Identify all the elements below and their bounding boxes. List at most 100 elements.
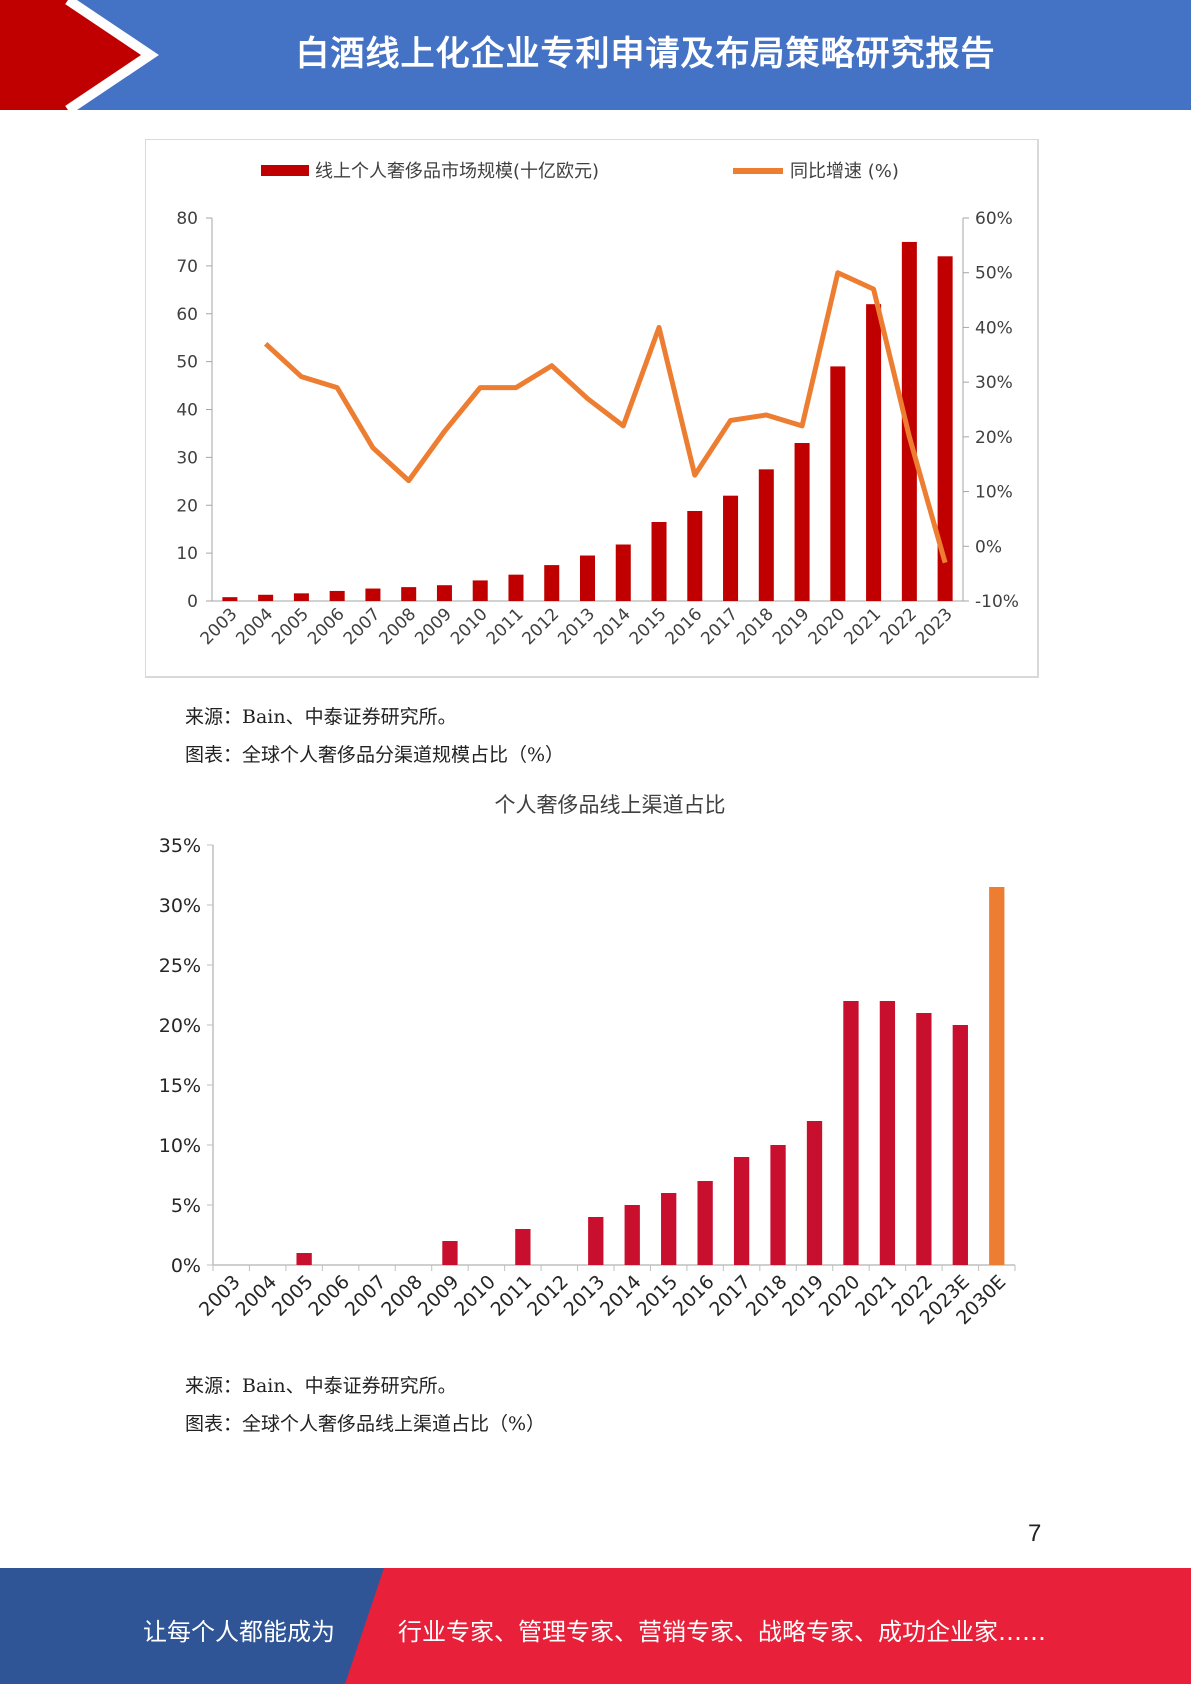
chart2-x-label: 2017 xyxy=(705,1271,755,1321)
chart2-x-label: 2014 xyxy=(596,1271,646,1321)
chart1-right-tick-label: 20% xyxy=(975,428,1013,448)
chart1-bar-2022 xyxy=(901,241,917,601)
chart1-left-tick-label: 80 xyxy=(176,209,198,229)
online-channel-share-chart: 个人奢侈品线上渠道占比 0%5%10%15%20%25%30%35%200320… xyxy=(159,793,1016,1329)
chart1-bar-2017 xyxy=(723,495,739,601)
chart2-x-label: 2011 xyxy=(487,1271,537,1321)
chart1-right-tick-label: 0% xyxy=(975,537,1002,557)
chart2-bar-2009 xyxy=(442,1241,458,1265)
chart1-caption: 图表：全球个人奢侈品分渠道规模占比（%） xyxy=(185,744,565,766)
chart1-right-tick-label: 30% xyxy=(975,373,1013,393)
footer-slogan-right: 行业专家、管理专家、营销专家、战略专家、成功企业家…… xyxy=(398,1618,1046,1646)
chart2-bar-2005 xyxy=(296,1253,312,1265)
online-luxury-market-chart: 线上个人奢侈品市场规模(十亿欧元) 同比增速 (%) 0 10 20 30 40 50 60… xyxy=(145,139,1039,678)
chart2-x-label: 2020 xyxy=(815,1271,865,1321)
chart2-bar-2020 xyxy=(843,1001,859,1265)
chart1-bar-2008 xyxy=(401,587,417,601)
chart2-y-tick-label: 10% xyxy=(159,1135,201,1157)
chart2-x-label: 2008 xyxy=(377,1271,427,1321)
footer-background xyxy=(0,1568,1191,1684)
chart1-bar-2021 xyxy=(866,304,882,601)
chart2-y-tick-label: 15% xyxy=(159,1075,201,1097)
chart1-bar-2004 xyxy=(258,594,274,601)
chart1-right-tick-label: 10% xyxy=(975,483,1013,503)
chart2-x-label: 2019 xyxy=(778,1271,828,1321)
chart1-bar-2019 xyxy=(794,443,810,601)
legend-bar-swatch xyxy=(261,165,309,176)
chart2-x-label: 2021 xyxy=(851,1271,901,1321)
chart2-x-label: 2006 xyxy=(304,1271,354,1321)
chart2-title: 个人奢侈品线上渠道占比 xyxy=(495,793,726,817)
chart2-y-tick-label: 35% xyxy=(159,835,201,857)
chart1-bar-2016 xyxy=(687,510,703,601)
chart2-x-label: 2012 xyxy=(523,1271,573,1321)
chart1-left-tick-label: 30 xyxy=(176,448,198,468)
chart2-x-label: 2003 xyxy=(195,1271,245,1321)
chart1-bar-2003 xyxy=(222,597,238,601)
chart2-x-label: 2005 xyxy=(268,1271,318,1321)
chart2-x-label: 2015 xyxy=(632,1271,682,1321)
chart2-bar-2030E xyxy=(989,887,1005,1265)
chart2-bar-2013 xyxy=(588,1217,604,1265)
chart1-growth-line xyxy=(263,270,948,564)
chart1-left-tick-label: 60 xyxy=(176,305,198,325)
chart2-bar-2023E xyxy=(952,1025,968,1265)
chart2-bar-2022 xyxy=(916,1013,932,1265)
chart2-y-tick-label: 0% xyxy=(171,1255,201,1277)
chart2-x-label: 2018 xyxy=(742,1271,792,1321)
chart2-bar-2015 xyxy=(661,1193,677,1265)
chart2-bar-2011 xyxy=(515,1229,531,1265)
chart2-bar-2016 xyxy=(697,1181,713,1265)
chart1-source: 来源：Bain、中泰证券研究所。 xyxy=(185,706,457,728)
chart1-left-tick-label: 10 xyxy=(176,544,198,564)
chart1-right-tick-label: 60% xyxy=(975,209,1013,229)
chart1-bar-2012 xyxy=(544,565,560,601)
chart1-legend: 线上个人奢侈品市场规模(十亿欧元) 同比增速 (%) xyxy=(261,161,899,182)
chart1-bar-2014 xyxy=(615,544,631,601)
chart1-bar-2011 xyxy=(508,574,524,601)
chart1-left-tick-label: 50 xyxy=(176,353,198,373)
chart2-x-label: 2010 xyxy=(450,1271,500,1321)
chart2-bar-2018 xyxy=(770,1145,786,1265)
chart1-bar-2018 xyxy=(758,469,774,601)
chart1-bar-2006 xyxy=(329,590,345,601)
chart2-x-label: 2004 xyxy=(231,1271,281,1321)
chart2-x-label: 2013 xyxy=(560,1271,610,1321)
chart2-y-tick-label: 25% xyxy=(159,955,201,977)
chart2-bar-2014 xyxy=(624,1205,640,1265)
header-arrow-decoration xyxy=(0,0,159,110)
chart2-bar-2019 xyxy=(806,1121,823,1265)
chart1-bar-2015 xyxy=(651,522,667,601)
chart1-bar-2013 xyxy=(579,555,596,601)
chart1-right-tick-label: -10% xyxy=(975,592,1019,612)
chart1-bar-2010 xyxy=(472,580,488,601)
chart1-right-tick-label: 50% xyxy=(975,264,1013,284)
footer-slogan-left: 让每个人都能成为 xyxy=(143,1618,335,1646)
chart1-left-tick-label: 20 xyxy=(176,496,198,516)
chart2-source: 来源：Bain、中泰证券研究所。 xyxy=(185,1375,457,1397)
chart2-y-tick-label: 20% xyxy=(159,1015,201,1037)
legend-line-label: 同比增速 (%) xyxy=(790,161,899,182)
chart2-bar-2021 xyxy=(879,1001,896,1265)
report-title: 白酒线上化企业专利申请及布局策略研究报告 xyxy=(295,34,996,74)
chart1-bar-2023 xyxy=(937,256,953,601)
chart1-bar-2005 xyxy=(293,593,309,601)
chart2-x-label: 2007 xyxy=(341,1271,391,1321)
chart1-bar-2009 xyxy=(436,585,452,601)
chart1-left-tick-label: 70 xyxy=(176,257,198,277)
legend-bar-label: 线上个人奢侈品市场规模(十亿欧元) xyxy=(315,161,599,182)
chart1-left-tick-label: 0 xyxy=(187,592,198,612)
page-number: 7 xyxy=(1028,1520,1042,1547)
chart2-y-tick-label: 30% xyxy=(159,895,201,917)
chart2-bar-2017 xyxy=(733,1157,750,1265)
chart1-bar-2020 xyxy=(830,366,846,601)
chart2-x-label: 2009 xyxy=(414,1271,464,1321)
page-footer: 让每个人都能成为 行业专家、管理专家、营销专家、战略专家、成功企业家…… xyxy=(0,1568,1191,1684)
chart1-bar-2007 xyxy=(365,588,381,601)
chart1-left-tick-label: 40 xyxy=(176,401,198,421)
chart2-caption: 图表：全球个人奢侈品线上渠道占比（%） xyxy=(185,1413,546,1435)
chart2-x-label: 2016 xyxy=(669,1271,719,1321)
page-header: 白酒线上化企业专利申请及布局策略研究报告 xyxy=(0,0,1191,110)
chart1-right-tick-label: 40% xyxy=(975,318,1013,338)
chart2-y-tick-label: 5% xyxy=(171,1195,201,1217)
